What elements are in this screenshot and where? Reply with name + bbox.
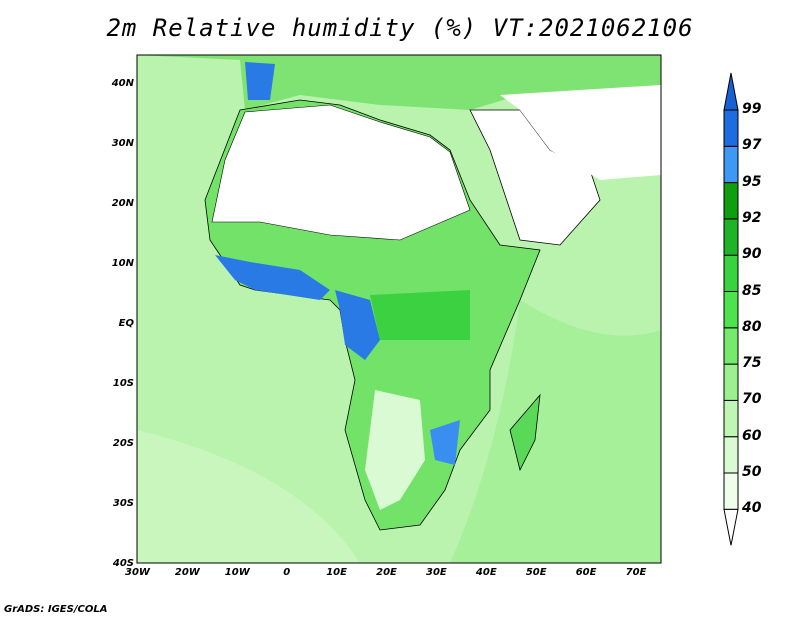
lon-tick-label: 0 [283,567,291,578]
colorbar-label: 92 [742,209,762,226]
indian-ocean-band [450,300,661,563]
lat-tick-label: 20S [112,438,134,449]
middle-east-dry [500,85,661,180]
colorbar-segment [723,254,739,292]
colorbar-label: 97 [742,137,762,154]
sahara-dry [211,104,471,241]
lon-tick-label: 30E [426,567,447,578]
credit-label: GrADS: IGES/COLA [4,604,108,615]
colorbar-segment [723,472,739,510]
lon-tick-label: 10E [326,567,347,578]
lat-tick-label: 40S [112,558,134,569]
colorbar-segment [723,145,739,184]
colorbar-segment [723,182,739,220]
colorbar-segment [723,399,739,438]
lon-tick-label: 10W [224,567,250,578]
lat-tick-label: 10S [112,378,134,389]
lon-tick-label: 60E [575,567,597,578]
lon-tick-label: 20W [174,567,200,578]
colorbar-segment [723,436,739,474]
europe-wet [245,62,275,100]
colorbar-label: 90 [742,246,762,263]
colorbar-segment [723,291,739,329]
lat-tick-label: 30N [111,138,134,149]
colorbar-label: 95 [742,173,762,190]
colorbar-segment [723,327,739,365]
lon-tick-label: 20E [376,567,397,578]
lat-tick-label: 10N [111,258,134,269]
southern-africa-dry [365,390,425,510]
colorbar-segment [723,218,739,256]
colorbar-label: 99 [742,101,762,117]
colorbar-segment [723,109,739,147]
lon-tick-label: 40E [475,567,497,578]
lat-tick-label: 30S [112,498,134,509]
lon-tick-label: 30W [125,567,150,578]
lon-tick-label: 50E [525,567,547,578]
colorbar-label: 85 [742,282,762,299]
colorbar-label: 75 [742,355,762,372]
central-africa-green [370,290,470,340]
mozambique-wet [430,420,460,465]
lat-tick-label: 20N [111,198,134,209]
west-africa-wet [215,255,330,300]
lat-tick-label: EQ [118,318,134,329]
chart-title: 2m Relative humidity (%) VT:2021062106 [106,14,694,42]
colorbar-label: 80 [742,318,762,335]
colorbar-label: 50 [742,464,762,480]
southern-ocean-band [137,430,360,563]
colorbar-label: 70 [742,391,762,408]
colorbar [723,72,739,546]
congo-wet [335,290,380,360]
lat-tick-label: 40N [111,78,134,89]
arabia [469,109,601,246]
madagascar [509,393,541,472]
colorbar-label: 40 [742,500,762,517]
colorbar-upper-arrow [723,72,739,111]
colorbar-segment [723,363,739,401]
colorbar-label: 60 [742,427,762,444]
colorbar-lower-arrow [723,508,739,546]
lon-tick-label: 70E [625,567,647,578]
